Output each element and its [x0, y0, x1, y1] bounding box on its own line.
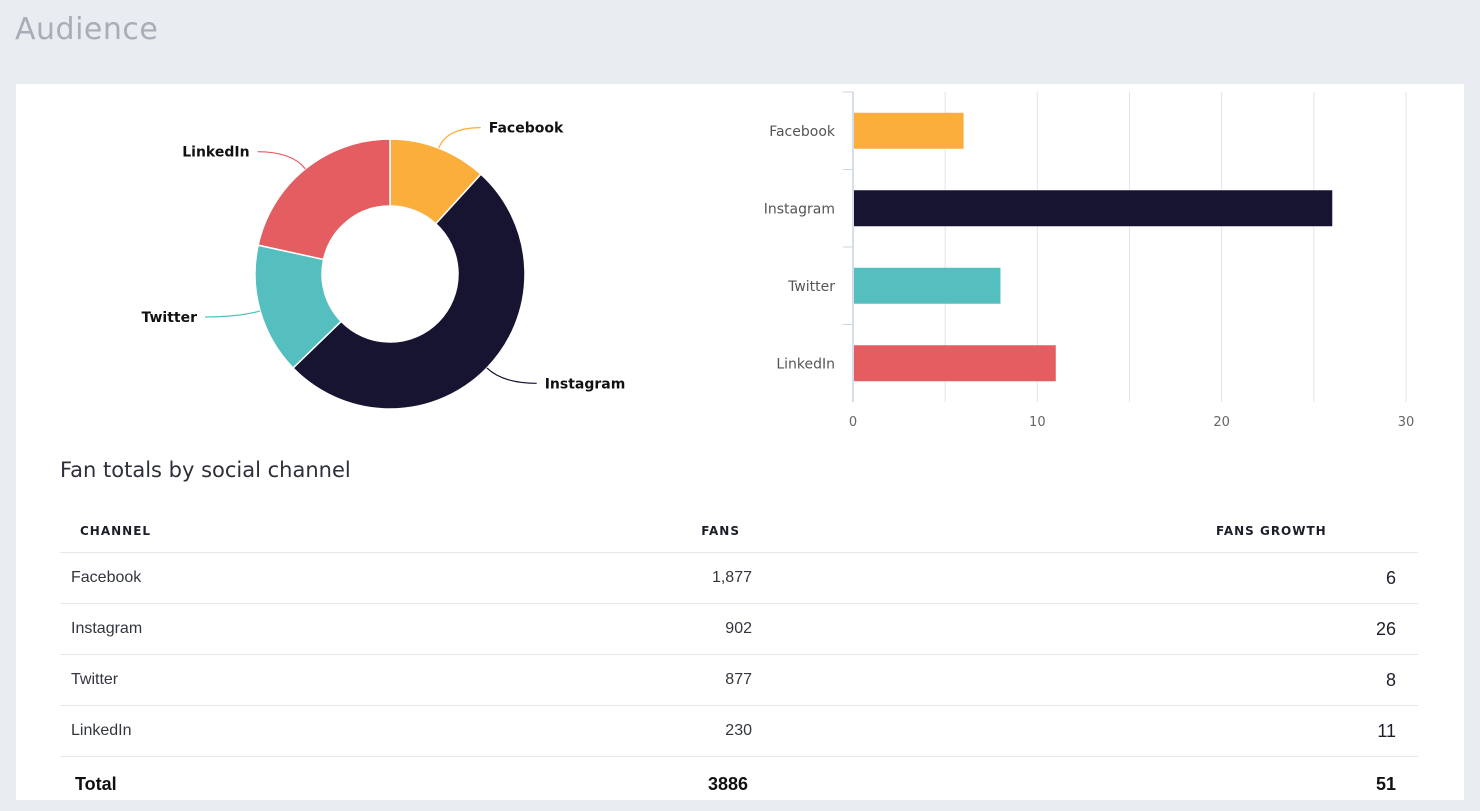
- donut-chart: Facebook Instagram Twitter LinkedIn: [16, 84, 736, 444]
- bar-instagram[interactable]: [854, 190, 1332, 226]
- table-row: LinkedIn 230 11: [60, 706, 1418, 757]
- table-header-row: CHANNEL FANS FANS GROWTH: [60, 510, 1418, 553]
- header-channel[interactable]: CHANNEL: [60, 510, 619, 553]
- header-fans[interactable]: FANS: [619, 510, 1215, 553]
- bar-twitter[interactable]: [854, 268, 1000, 304]
- fans-growth-cell: 6: [1215, 553, 1418, 604]
- bar-category-label: LinkedIn: [776, 356, 835, 372]
- bar-category-label: Facebook: [769, 124, 836, 140]
- fans-cell: 877: [619, 655, 1215, 706]
- total-label: Total: [60, 757, 619, 811]
- table-title: Fan totals by social channel: [60, 458, 351, 482]
- bar-chart: Facebook Instagram Twitter LinkedIn 0 10 20 30: [736, 84, 1464, 444]
- total-fans: 3886: [619, 757, 1215, 811]
- bar-x-tick-label: 30: [1398, 415, 1415, 430]
- channel-cell: Twitter: [60, 655, 619, 706]
- donut-connector-instagram: [487, 368, 537, 383]
- donut-connector-facebook: [439, 128, 481, 149]
- donut-chart-svg: Facebook Instagram Twitter LinkedIn: [16, 84, 736, 444]
- bar-x-tick-label: 20: [1213, 415, 1230, 430]
- bar-category-label: Twitter: [787, 279, 835, 295]
- fans-growth-cell: 26: [1215, 604, 1418, 655]
- donut-connector-linkedin: [258, 152, 306, 169]
- bar-chart-svg: Facebook Instagram Twitter LinkedIn 0 10 20 30: [736, 84, 1464, 444]
- table-row: Instagram 902 26: [60, 604, 1418, 655]
- fans-cell: 230: [619, 706, 1215, 757]
- channel-cell: Facebook: [60, 553, 619, 604]
- total-fans-growth: 51: [1215, 757, 1418, 811]
- bar-x-tick-label: 0: [849, 415, 857, 430]
- page-title: Audience: [15, 12, 158, 47]
- bar-x-tick-label: 10: [1029, 415, 1046, 430]
- fans-growth-cell: 11: [1215, 706, 1418, 757]
- fans-cell: 1,877: [619, 553, 1215, 604]
- donut-connector-twitter: [205, 311, 260, 317]
- channel-cell: Instagram: [60, 604, 619, 655]
- bar-facebook[interactable]: [854, 113, 964, 149]
- donut-label-twitter: Twitter: [141, 310, 197, 326]
- total-row: Total 3886 51: [60, 757, 1418, 811]
- donut-label-instagram: Instagram: [545, 376, 626, 392]
- table-row: Facebook 1,877 6: [60, 553, 1418, 604]
- donut-slice-linkedin[interactable]: [258, 139, 390, 259]
- channel-cell: LinkedIn: [60, 706, 619, 757]
- fans-cell: 902: [619, 604, 1215, 655]
- header-fans-growth[interactable]: FANS GROWTH: [1215, 510, 1418, 553]
- donut-label-facebook: Facebook: [489, 121, 564, 137]
- donut-label-linkedin: LinkedIn: [182, 145, 249, 161]
- bar-linkedin[interactable]: [854, 345, 1056, 381]
- fans-growth-cell: 8: [1215, 655, 1418, 706]
- table-row: Twitter 877 8: [60, 655, 1418, 706]
- fan-totals-table: CHANNEL FANS FANS GROWTH Facebook 1,877 …: [60, 510, 1418, 811]
- bar-category-label: Instagram: [764, 201, 835, 217]
